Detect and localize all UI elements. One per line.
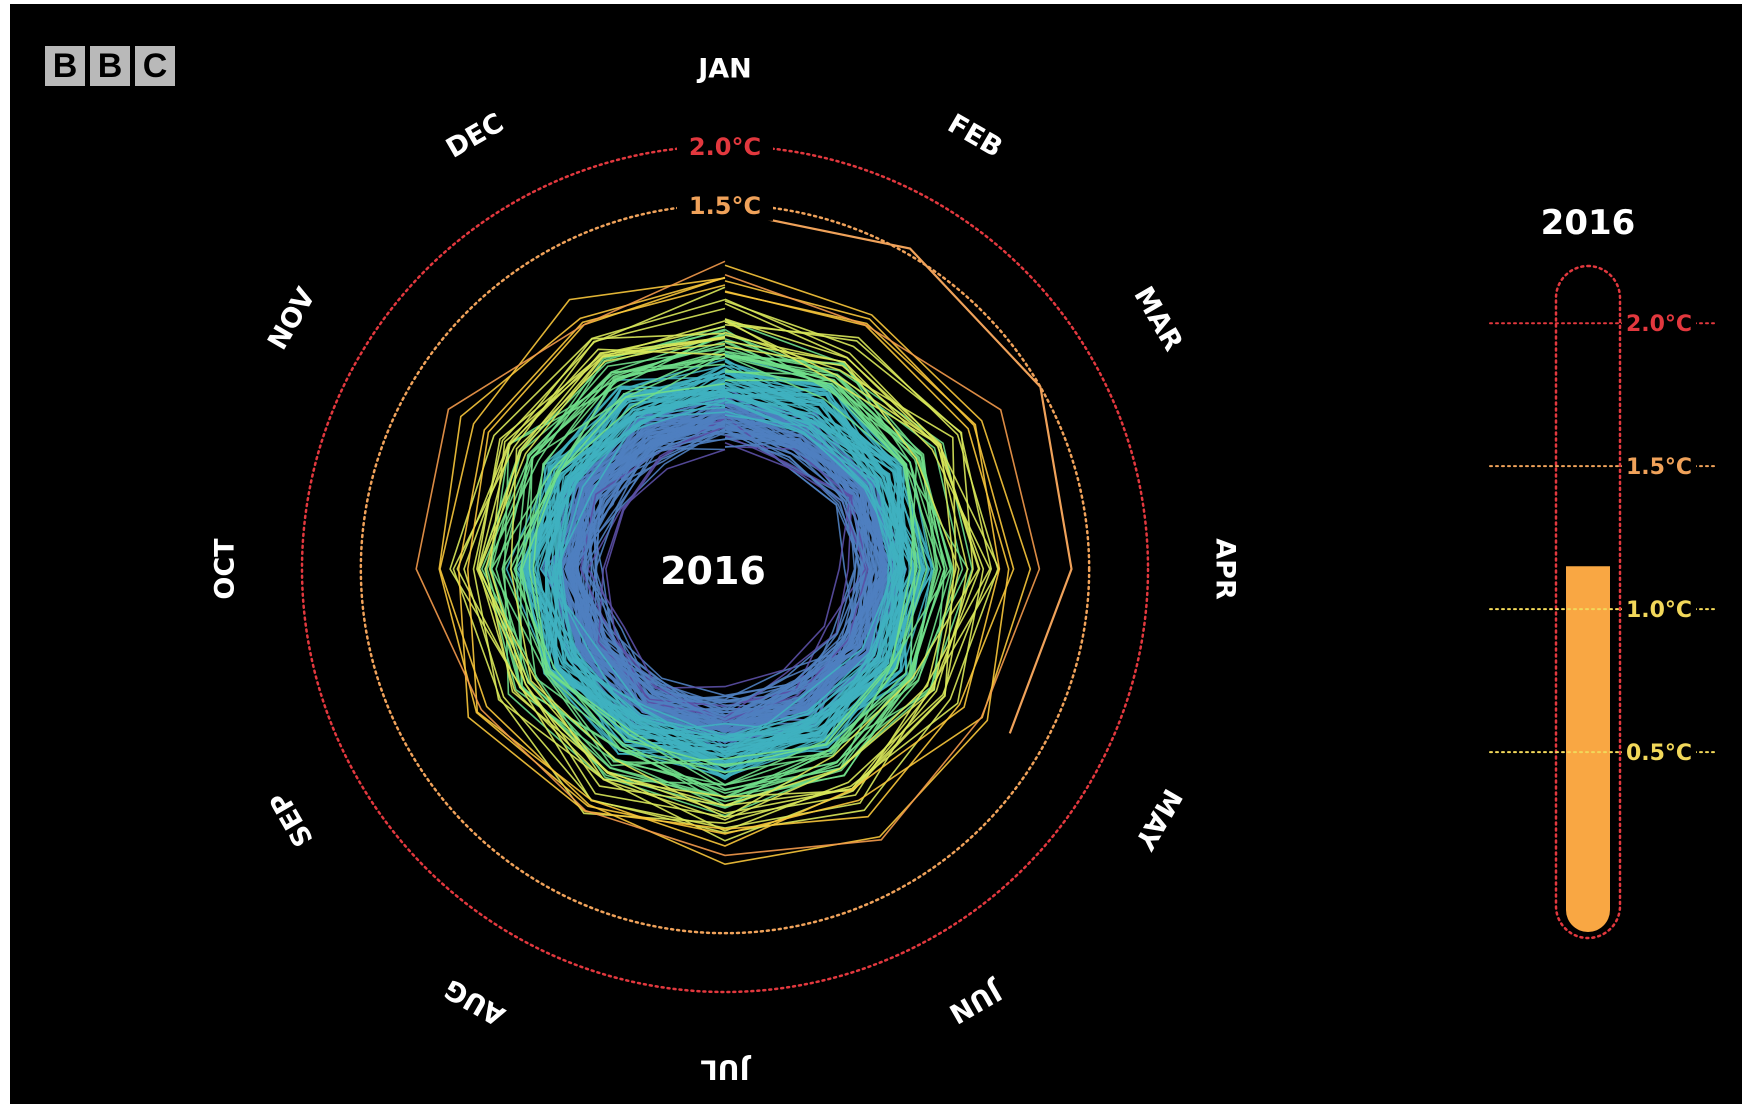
year-loop-1930 [554, 410, 914, 736]
month-label-apr: APR [1210, 538, 1241, 600]
year-loop-1904 [582, 428, 856, 704]
gauge-year-label: 2016 [1541, 203, 1636, 243]
gauge-tick-label-1-0: 1.0°C [1626, 598, 1692, 623]
month-label-jan: JAN [696, 54, 752, 85]
year-loop-2005 [488, 320, 991, 818]
month-label-oct: OCT [210, 538, 241, 600]
gauge-tick-backdrop [1622, 450, 1696, 483]
logo-letter-b2: B [90, 46, 130, 86]
gauge-outline [1554, 264, 1622, 940]
year-loop-2011 [466, 276, 1001, 847]
year-loop-2009 [472, 286, 974, 842]
year-loop-1917 [565, 415, 862, 720]
gauge-tick-label-2-0: 2.0°C [1626, 312, 1692, 337]
year-loop-1977 [518, 358, 913, 746]
ring-label-backdrop [677, 186, 773, 221]
month-label-jul: JUL [700, 1054, 751, 1085]
year-loop-1988 [490, 347, 954, 795]
center-year-label: 2016 [660, 549, 766, 593]
year-loop-1922 [571, 391, 897, 730]
year-loop-1986 [509, 349, 928, 774]
month-label-may: MAY [1128, 783, 1187, 855]
reference-rings: 2.0°C 1.5°C [300, 128, 1150, 994]
ring-label-backdrop [677, 128, 773, 162]
gauge-tick-backdrop [1622, 736, 1696, 769]
ring-label-1-5: 1.5°C [689, 192, 761, 220]
year-loop-2004 [476, 331, 957, 807]
year-loop-2014 [439, 277, 1010, 866]
gauge-tick-label-0-5: 0.5°C [1626, 741, 1692, 766]
year-loop-1968 [544, 369, 893, 741]
year-loop-2015 [415, 260, 1041, 857]
month-label-dec: DEC [441, 107, 509, 164]
ring-label-2-0: 2.0°C [689, 133, 761, 161]
year-loop-2008 [463, 324, 999, 834]
month-label-jun: JUN [944, 974, 1008, 1029]
year-loop-2007 [449, 298, 1001, 829]
logo-letter-c: C [135, 46, 175, 86]
gauge-fill [1566, 566, 1610, 932]
month-label-nov: NOV [262, 283, 322, 356]
chart-frame: B B C 2.0°C 1.5°C JAN FEB MAR APR MAY JUN JUL AU… [10, 4, 1742, 1104]
year-loop-2013 [438, 264, 1032, 835]
month-label-aug: AUG [439, 973, 510, 1032]
temperature-gauge: 2016 2.0°C 1.5°C 1.0°C 0.5°C [1489, 203, 1716, 940]
year-loop-1925 [553, 399, 908, 724]
year-loop-2010 [452, 302, 985, 825]
year-loop-2012 [457, 280, 1015, 830]
year-loop-1989 [515, 332, 948, 809]
gauge-tick-backdrop [1622, 307, 1696, 340]
climate-spiral-chart: 2.0°C 1.5°C JAN FEB MAR APR MAY JUN JUL AUG SEP OC… [210, 54, 1716, 1085]
spiral-lines [415, 209, 1073, 866]
logo-letter-b1: B [45, 46, 85, 86]
year-loop-1910 [579, 426, 851, 690]
year-loop-1976 [544, 360, 907, 762]
month-label-feb: FEB [942, 108, 1007, 164]
gauge-tick-backdrop [1622, 593, 1696, 626]
gauge-tick-label-1-5: 1.5°C [1626, 455, 1692, 480]
bbc-logo: B B C [45, 46, 175, 86]
month-label-sep: SEP [264, 786, 320, 851]
month-label-mar: MAR [1127, 282, 1188, 357]
year-loop-2000 [477, 340, 960, 821]
year-loop-1971 [534, 399, 902, 737]
year-loop-1998 [481, 319, 946, 817]
